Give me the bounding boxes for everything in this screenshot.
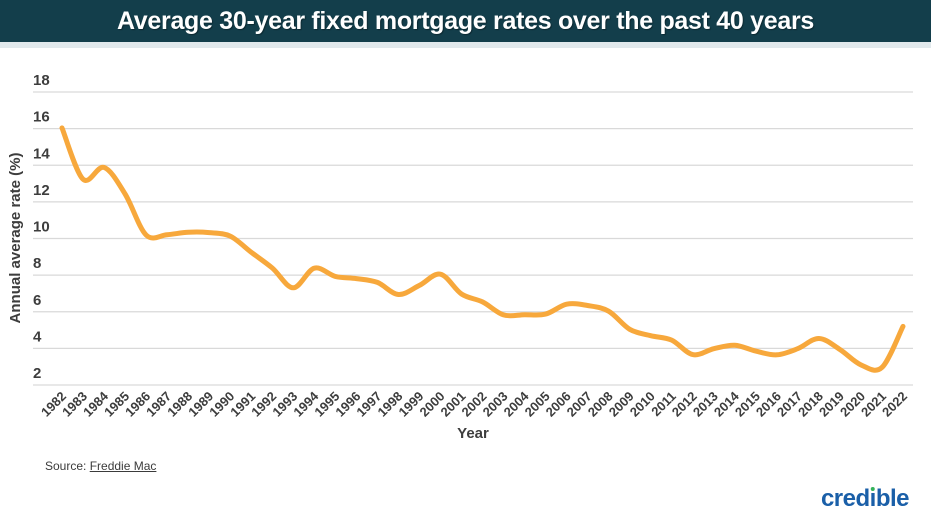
x-axis-title: Year	[457, 425, 489, 442]
source-link[interactable]: Freddie Mac	[89, 459, 157, 473]
y-tick-label: 10	[33, 219, 50, 236]
source-label: Source:	[45, 459, 87, 473]
rate-line	[59, 125, 906, 373]
y-tick-label: 2	[33, 365, 41, 382]
logo-text-ble: ble	[875, 485, 910, 512]
gridlines	[33, 91, 913, 386]
logo-text-cred: cred	[820, 485, 870, 512]
x-axis-tick-labels: 1982198319841985198619871988198919901991…	[38, 388, 910, 420]
y-tick-label: 18	[33, 72, 50, 89]
credible-logo: credıble	[820, 485, 910, 513]
y-tick-label: 16	[33, 109, 50, 126]
y-tick-label: 12	[33, 182, 50, 199]
source-note: Source: Freddie Mac	[45, 459, 156, 473]
logo-letter-i-green-dot: ı	[869, 485, 877, 512]
header: Average 30-year fixed mortgage rates ove…	[0, 0, 931, 42]
y-axis-tick-labels: 2 4 6 8 10 12 14 16 18	[33, 72, 50, 382]
y-tick-label: 14	[33, 145, 50, 162]
header-divider	[0, 42, 931, 48]
y-axis-title: Annual average rate (%)	[7, 153, 24, 324]
x-tick-label: 2022	[879, 389, 910, 420]
page-title: Average 30-year fixed mortgage rates ove…	[116, 6, 814, 35]
y-tick-label: 8	[33, 255, 41, 272]
y-tick-label: 4	[33, 328, 42, 345]
y-tick-label: 6	[33, 292, 41, 309]
